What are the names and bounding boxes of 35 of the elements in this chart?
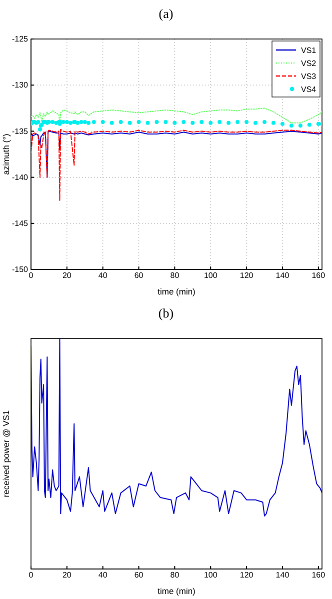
legend-label: VS2 <box>301 59 317 68</box>
x-tick-label: 120 <box>240 570 254 580</box>
x-tick-label: 160 <box>312 570 326 580</box>
x-tick-label: 0 <box>28 570 34 580</box>
y-tick-label: -125 <box>12 34 29 44</box>
x-tick-label: 100 <box>204 271 218 280</box>
x-axis-title: time (min) <box>158 586 196 596</box>
x-tick-label: 100 <box>204 570 218 580</box>
x-axis-title: time (min) <box>158 286 196 296</box>
x-tick-label: 80 <box>170 271 180 280</box>
y-tick-label: -145 <box>12 218 29 228</box>
x-tick-label: 60 <box>134 570 144 580</box>
x-tick-label: 40 <box>98 570 108 580</box>
x-tick-label: 0 <box>28 271 34 280</box>
line-series <box>31 128 322 201</box>
x-tick-label: 140 <box>276 570 290 580</box>
x-tick-label: 40 <box>98 271 108 280</box>
x-tick-label: 120 <box>240 271 254 280</box>
y-axis-title: received power @ VS1 <box>1 410 11 498</box>
y-tick-label: -140 <box>12 172 29 182</box>
x-tick-label: 80 <box>170 570 180 580</box>
y-tick-label: -150 <box>12 265 29 274</box>
legend-label: VS3 <box>301 72 317 81</box>
legend-label: VS4 <box>301 85 317 94</box>
x-tick-label: 140 <box>276 271 290 280</box>
x-tick-label: 20 <box>62 570 72 580</box>
y-tick-label: -130 <box>12 80 29 90</box>
chart-title: (b) <box>158 306 174 320</box>
x-tick-label: 60 <box>134 271 144 280</box>
legend-label: VS1 <box>301 46 317 55</box>
chart-title: (a) <box>158 6 174 21</box>
y-axis-title: azimuth (°) <box>1 133 11 175</box>
y-tick-label: -135 <box>12 126 29 136</box>
x-tick-label: 160 <box>312 271 326 280</box>
x-tick-label: 20 <box>62 271 72 280</box>
